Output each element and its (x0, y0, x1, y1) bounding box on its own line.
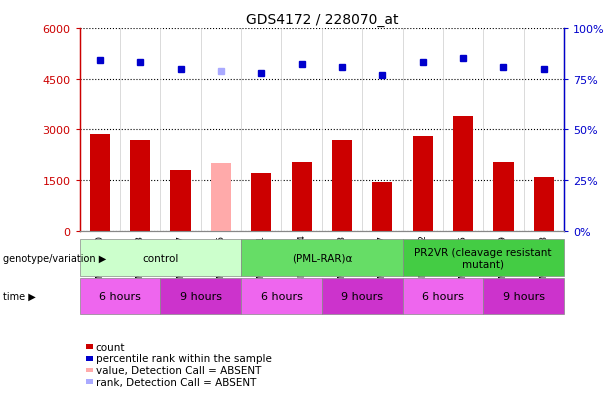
Title: GDS4172 / 228070_at: GDS4172 / 228070_at (246, 12, 398, 26)
Bar (332, 140, 352, 231)
Text: 9 hours: 9 hours (503, 291, 544, 301)
Text: 6 hours: 6 hours (422, 291, 464, 301)
Text: 9 hours: 9 hours (180, 291, 222, 301)
Bar (453, 116, 473, 231)
Text: genotype/variation ▶: genotype/variation ▶ (3, 253, 106, 263)
Bar (534, 177, 554, 231)
Bar (130, 140, 150, 231)
Text: control: control (142, 253, 178, 263)
Text: 6 hours: 6 hours (99, 291, 141, 301)
Bar (211, 164, 231, 231)
Text: time ▶: time ▶ (3, 291, 36, 301)
Bar (251, 174, 272, 231)
Bar (292, 162, 312, 231)
Text: rank, Detection Call = ABSENT: rank, Detection Call = ABSENT (96, 377, 256, 387)
Bar (372, 183, 392, 231)
Bar (493, 162, 514, 231)
Text: value, Detection Call = ABSENT: value, Detection Call = ABSENT (96, 365, 261, 375)
Bar (170, 171, 191, 231)
Text: 6 hours: 6 hours (261, 291, 302, 301)
Text: PR2VR (cleavage resistant
mutant): PR2VR (cleavage resistant mutant) (414, 247, 552, 269)
Text: 9 hours: 9 hours (341, 291, 383, 301)
Text: count: count (96, 342, 125, 352)
Bar (89, 135, 110, 231)
Text: (PML-RAR)α: (PML-RAR)α (292, 253, 352, 263)
Text: percentile rank within the sample: percentile rank within the sample (96, 354, 272, 363)
Bar (413, 137, 433, 231)
